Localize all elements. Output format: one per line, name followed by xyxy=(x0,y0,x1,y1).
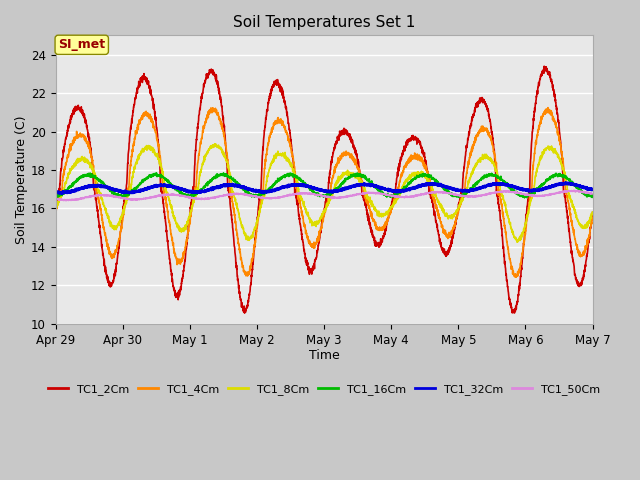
TC1_8Cm xyxy=(52,203,60,209)
TC1_50Cm xyxy=(520,192,528,197)
Legend: TC1_2Cm, TC1_4Cm, TC1_8Cm, TC1_16Cm, TC1_32Cm, TC1_50Cm: TC1_2Cm, TC1_4Cm, TC1_8Cm, TC1_16Cm, TC1… xyxy=(44,379,604,399)
TC1_4Cm xyxy=(512,275,520,280)
TC1_16Cm xyxy=(113,192,121,198)
TC1_16Cm xyxy=(521,195,529,201)
TC1_16Cm xyxy=(281,173,289,179)
TC1_32Cm xyxy=(113,188,121,193)
TC1_32Cm xyxy=(281,184,289,190)
TC1_32Cm xyxy=(52,189,60,194)
X-axis label: Time: Time xyxy=(308,349,339,362)
TC1_50Cm xyxy=(258,194,266,200)
TC1_2Cm xyxy=(52,202,60,207)
TC1_8Cm xyxy=(514,239,522,245)
TC1_16Cm xyxy=(579,189,586,194)
TC1_2Cm xyxy=(520,237,528,243)
TC1_8Cm xyxy=(521,224,529,230)
TC1_32Cm xyxy=(145,184,152,190)
Text: SI_met: SI_met xyxy=(58,38,106,51)
TC1_4Cm xyxy=(52,207,60,213)
TC1_4Cm xyxy=(257,195,265,201)
TC1_2Cm xyxy=(241,310,248,316)
TC1_4Cm xyxy=(113,246,120,252)
TC1_16Cm xyxy=(589,193,596,199)
Y-axis label: Soil Temperature (C): Soil Temperature (C) xyxy=(15,115,28,244)
TC1_2Cm xyxy=(540,63,548,69)
TC1_50Cm xyxy=(145,195,152,201)
TC1_50Cm xyxy=(589,191,596,197)
TC1_2Cm xyxy=(145,82,152,87)
TC1_32Cm xyxy=(579,184,586,190)
TC1_8Cm xyxy=(212,141,220,147)
Line: TC1_32Cm: TC1_32Cm xyxy=(56,183,593,193)
TC1_4Cm xyxy=(145,112,152,118)
Line: TC1_16Cm: TC1_16Cm xyxy=(56,173,593,198)
Title: Soil Temperatures Set 1: Soil Temperatures Set 1 xyxy=(233,15,415,30)
TC1_50Cm xyxy=(573,188,580,193)
TC1_4Cm xyxy=(589,214,596,220)
TC1_50Cm xyxy=(579,189,586,194)
TC1_8Cm xyxy=(145,143,152,148)
TC1_16Cm xyxy=(220,170,227,176)
TC1_32Cm xyxy=(56,191,63,196)
TC1_4Cm xyxy=(520,239,528,244)
TC1_2Cm xyxy=(589,210,596,216)
TC1_2Cm xyxy=(281,101,289,107)
TC1_50Cm xyxy=(281,193,289,199)
TC1_16Cm xyxy=(258,192,266,197)
TC1_8Cm xyxy=(258,201,266,207)
TC1_50Cm xyxy=(52,195,60,201)
TC1_8Cm xyxy=(579,225,586,231)
TC1_16Cm xyxy=(52,195,60,201)
TC1_32Cm xyxy=(258,189,266,194)
TC1_4Cm xyxy=(281,125,289,131)
TC1_32Cm xyxy=(589,187,596,192)
TC1_50Cm xyxy=(113,194,121,200)
Line: TC1_2Cm: TC1_2Cm xyxy=(56,66,593,313)
TC1_2Cm xyxy=(258,171,266,177)
Line: TC1_4Cm: TC1_4Cm xyxy=(56,108,593,277)
TC1_2Cm xyxy=(113,261,120,266)
TC1_32Cm xyxy=(520,187,528,192)
TC1_8Cm xyxy=(113,224,120,230)
TC1_2Cm xyxy=(579,276,586,281)
TC1_50Cm xyxy=(61,198,69,204)
TC1_16Cm xyxy=(145,173,152,179)
Line: TC1_50Cm: TC1_50Cm xyxy=(56,191,593,201)
TC1_4Cm xyxy=(579,253,586,259)
TC1_32Cm xyxy=(561,180,569,186)
TC1_4Cm xyxy=(544,105,552,110)
TC1_8Cm xyxy=(281,153,289,159)
TC1_8Cm xyxy=(589,209,596,215)
Line: TC1_8Cm: TC1_8Cm xyxy=(56,144,593,242)
TC1_16Cm xyxy=(52,192,60,198)
